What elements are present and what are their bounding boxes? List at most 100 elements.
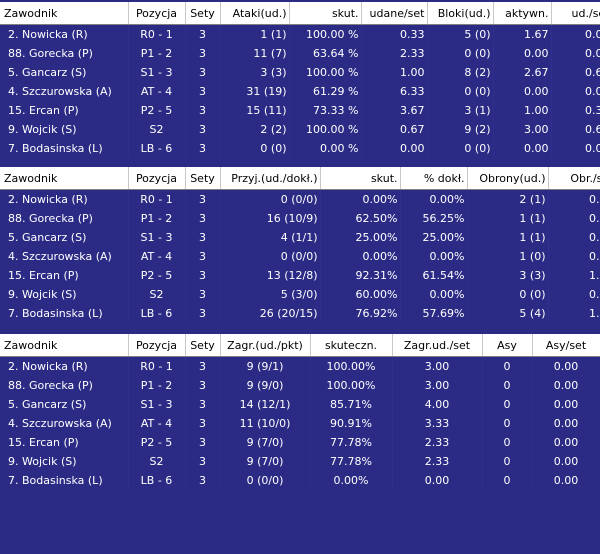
blocks-cell: 9 (2) <box>427 120 494 139</box>
serves-per-set-cell: 2.33 <box>392 433 483 452</box>
player-name-cell: 15. Ercan (P) <box>0 101 129 120</box>
table-row[interactable]: 88. Gorecka (P) P1 - 2 3 16 (10/9) 62.50… <box>0 209 600 228</box>
attacks-cell: 2 (2) <box>220 120 290 139</box>
column-header[interactable]: aktywn. <box>493 2 552 25</box>
column-header[interactable]: Pozycja <box>128 2 186 25</box>
aces-cell: 0 <box>482 356 533 376</box>
reception-stats-table: Zawodnik Pozycja Sety Przyj.(ud./dokł.) … <box>0 167 600 323</box>
table-row[interactable]: 5. Gancarz (S) S1 - 3 3 14 (12/1) 85.71%… <box>0 395 600 414</box>
attacks-per-set-cell: 1.00 <box>361 63 428 82</box>
position-cell: S1 - 3 <box>128 228 186 247</box>
column-header[interactable]: udane/set <box>361 2 428 25</box>
table-row[interactable]: 88. Gorecka (P) P1 - 2 3 11 (7) 63.64 % … <box>0 44 600 63</box>
attack-efficiency-cell: 100.00 % <box>289 24 362 44</box>
column-header[interactable]: skut. <box>289 2 362 25</box>
column-header[interactable]: Pozycja <box>128 334 186 357</box>
player-name-cell: 2. Nowicka (R) <box>0 189 129 209</box>
position-cell: LB - 6 <box>128 139 186 158</box>
player-name-cell: 5. Gancarz (S) <box>0 63 129 82</box>
digs-per-set-cell: 1.33 <box>548 304 600 323</box>
column-header[interactable]: Asy <box>482 334 533 357</box>
column-header[interactable]: Przyj.(ud./dokł.) <box>220 167 321 190</box>
table-row[interactable]: 15. Ercan (P) P2 - 5 3 15 (11) 73.33 % 3… <box>0 101 600 120</box>
column-header[interactable]: Sety <box>185 334 221 357</box>
player-name-cell: 7. Bodasinska (L) <box>0 471 129 490</box>
column-header[interactable]: Zawodnik <box>0 2 129 25</box>
column-header[interactable]: Zagr.(ud./pkt) <box>220 334 311 357</box>
column-header[interactable]: Sety <box>185 167 221 190</box>
reception-efficiency-cell: 92.31% <box>320 266 401 285</box>
digs-cell: 1 (1) <box>467 209 549 228</box>
serves-per-set-cell: 3.00 <box>392 356 483 376</box>
blocks-cell: 0 (0) <box>427 82 494 101</box>
table-row[interactable]: 4. Szczurowska (A) AT - 4 3 11 (10/0) 90… <box>0 414 600 433</box>
column-header[interactable]: % dokł. <box>400 167 468 190</box>
digs-per-set-cell: 0.33 <box>548 189 600 209</box>
reception-table-header: Zawodnik Pozycja Sety Przyj.(ud./dokł.) … <box>0 167 600 190</box>
attacks-per-set-cell: 0.67 <box>361 120 428 139</box>
column-header[interactable]: Pozycja <box>128 167 186 190</box>
column-header[interactable]: Obrony(ud.) <box>467 167 549 190</box>
attack-efficiency-cell: 73.33 % <box>289 101 362 120</box>
column-header[interactable]: Obr./set <box>548 167 600 190</box>
receptions-cell: 0 (0/0) <box>220 189 321 209</box>
reception-efficiency-cell: 0.00% <box>320 247 401 266</box>
table-row[interactable]: 7. Bodasinska (L) LB - 6 3 0 (0) 0.00 % … <box>0 139 600 158</box>
digs-cell: 1 (1) <box>467 228 549 247</box>
block-activity-cell: 1.00 <box>493 101 552 120</box>
attacks-cell: 11 (7) <box>220 44 290 63</box>
table-row[interactable]: 4. Szczurowska (A) AT - 4 3 0 (0/0) 0.00… <box>0 247 600 266</box>
table-row[interactable]: 7. Bodasinska (L) LB - 6 3 26 (20/15) 76… <box>0 304 600 323</box>
attacks-cell: 1 (1) <box>220 24 290 44</box>
column-header[interactable]: Ataki(ud.) <box>220 2 290 25</box>
blocks-per-set-cell: 0.00 <box>551 44 600 63</box>
receptions-cell: 26 (20/15) <box>220 304 321 323</box>
aces-cell: 0 <box>482 452 533 471</box>
table-row[interactable]: 2. Nowicka (R) R0 - 1 3 1 (1) 100.00 % 0… <box>0 24 600 44</box>
table-row[interactable]: 5. Gancarz (S) S1 - 3 3 3 (3) 100.00 % 1… <box>0 63 600 82</box>
table-row[interactable]: 4. Szczurowska (A) AT - 4 3 31 (19) 61.2… <box>0 82 600 101</box>
table-row[interactable]: 2. Nowicka (R) R0 - 1 3 0 (0/0) 0.00% 0.… <box>0 189 600 209</box>
table-row[interactable]: 7. Bodasinska (L) LB - 6 3 0 (0/0) 0.00%… <box>0 471 600 490</box>
column-header[interactable]: skut. <box>320 167 401 190</box>
aces-cell: 0 <box>482 395 533 414</box>
attacks-per-set-cell: 0.33 <box>361 24 428 44</box>
table-row[interactable]: 15. Ercan (P) P2 - 5 3 9 (7/0) 77.78% 2.… <box>0 433 600 452</box>
serves-cell: 9 (9/0) <box>220 376 311 395</box>
position-cell: R0 - 1 <box>128 356 186 376</box>
column-header[interactable]: Zawodnik <box>0 334 129 357</box>
column-header[interactable]: Zagr.ud./set <box>392 334 483 357</box>
table-row[interactable]: 9. Wojcik (S) S2 3 9 (7/0) 77.78% 2.33 0… <box>0 452 600 471</box>
attack-efficiency-cell: 61.29 % <box>289 82 362 101</box>
blocks-cell: 5 (0) <box>427 24 494 44</box>
attacks-per-set-cell: 0.00 <box>361 139 428 158</box>
table-row[interactable]: 9. Wojcik (S) S2 3 2 (2) 100.00 % 0.67 9… <box>0 120 600 139</box>
player-name-cell: 15. Ercan (P) <box>0 433 129 452</box>
digs-per-set-cell: 1.00 <box>548 266 600 285</box>
sets-cell: 3 <box>185 414 221 433</box>
blocks-cell: 0 (0) <box>427 44 494 63</box>
aces-per-set-cell: 0.00 <box>532 433 600 452</box>
player-name-cell: 5. Gancarz (S) <box>0 228 129 247</box>
table-row[interactable]: 5. Gancarz (S) S1 - 3 3 4 (1/1) 25.00% 2… <box>0 228 600 247</box>
column-header[interactable]: ud./set <box>551 2 600 25</box>
reception-accuracy-cell: 0.00% <box>400 285 468 304</box>
serves-per-set-cell: 3.00 <box>392 376 483 395</box>
attacks-per-set-cell: 6.33 <box>361 82 428 101</box>
player-name-cell: 2. Nowicka (R) <box>0 24 129 44</box>
column-header[interactable]: Zawodnik <box>0 167 129 190</box>
attacks-cell: 31 (19) <box>220 82 290 101</box>
serve-table-header: Zawodnik Pozycja Sety Zagr.(ud./pkt) sku… <box>0 334 600 357</box>
table-row[interactable]: 9. Wojcik (S) S2 3 5 (3/0) 60.00% 0.00% … <box>0 285 600 304</box>
table-row[interactable]: 15. Ercan (P) P2 - 5 3 13 (12/8) 92.31% … <box>0 266 600 285</box>
table-row[interactable]: 2. Nowicka (R) R0 - 1 3 9 (9/1) 100.00% … <box>0 356 600 376</box>
sets-cell: 3 <box>185 433 221 452</box>
column-header[interactable]: Bloki(ud.) <box>427 2 494 25</box>
column-header[interactable]: Sety <box>185 2 221 25</box>
column-header[interactable]: skuteczn. <box>310 334 393 357</box>
table-row[interactable]: 88. Gorecka (P) P1 - 2 3 9 (9/0) 100.00%… <box>0 376 600 395</box>
attack-stats-table: Zawodnik Pozycja Sety Ataki(ud.) skut. u… <box>0 2 600 158</box>
column-header[interactable]: Asy/set <box>532 334 600 357</box>
block-activity-cell: 0.00 <box>493 82 552 101</box>
